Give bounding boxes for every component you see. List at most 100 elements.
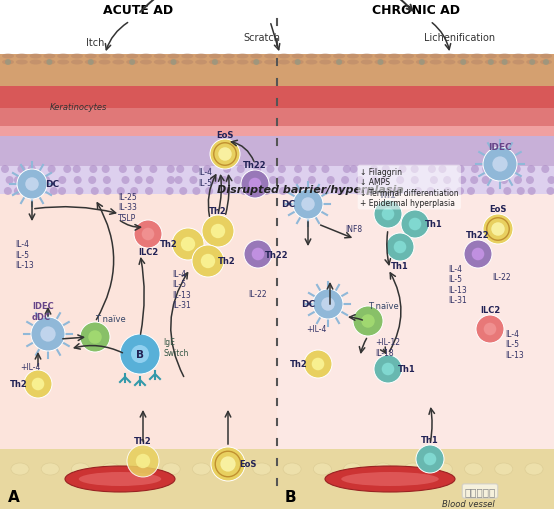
Ellipse shape — [341, 472, 439, 486]
Circle shape — [293, 177, 301, 185]
Ellipse shape — [305, 54, 317, 60]
Text: DC: DC — [281, 200, 295, 209]
Ellipse shape — [11, 463, 29, 475]
Text: EoS: EoS — [239, 460, 257, 469]
Circle shape — [220, 457, 235, 472]
Circle shape — [42, 177, 50, 185]
Ellipse shape — [71, 54, 83, 60]
Circle shape — [365, 188, 373, 195]
Circle shape — [121, 177, 130, 185]
Ellipse shape — [154, 54, 166, 60]
Text: EoS: EoS — [216, 131, 234, 140]
Circle shape — [398, 165, 407, 174]
Circle shape — [380, 177, 388, 185]
Ellipse shape — [525, 463, 543, 475]
Text: 凯莱英药闻: 凯莱英药闻 — [464, 486, 496, 496]
Circle shape — [297, 188, 306, 195]
Ellipse shape — [57, 61, 69, 65]
Circle shape — [301, 198, 315, 211]
Ellipse shape — [154, 61, 166, 65]
FancyBboxPatch shape — [0, 55, 554, 87]
Ellipse shape — [192, 463, 211, 475]
Circle shape — [310, 188, 318, 195]
Ellipse shape — [430, 61, 442, 65]
Circle shape — [244, 241, 272, 268]
Circle shape — [167, 165, 175, 174]
Circle shape — [135, 177, 142, 185]
FancyBboxPatch shape — [0, 87, 554, 109]
Circle shape — [483, 165, 490, 174]
Ellipse shape — [471, 54, 483, 60]
Circle shape — [464, 241, 492, 268]
Text: Th1: Th1 — [398, 365, 416, 374]
Circle shape — [514, 177, 522, 185]
Ellipse shape — [41, 463, 59, 475]
Circle shape — [14, 188, 22, 195]
FancyBboxPatch shape — [0, 449, 554, 509]
Circle shape — [484, 323, 496, 335]
Ellipse shape — [375, 61, 387, 65]
Ellipse shape — [485, 61, 497, 65]
Circle shape — [382, 363, 394, 376]
Circle shape — [374, 201, 402, 229]
Circle shape — [120, 334, 160, 374]
Text: Th22: Th22 — [466, 231, 490, 240]
Circle shape — [146, 177, 154, 185]
Circle shape — [32, 188, 40, 195]
Circle shape — [171, 60, 177, 66]
Text: IL-22: IL-22 — [248, 290, 266, 299]
Circle shape — [5, 60, 11, 66]
Ellipse shape — [195, 54, 207, 60]
Text: IL-4
IL-5
IL-13
IL-31: IL-4 IL-5 IL-13 IL-31 — [172, 269, 191, 309]
Ellipse shape — [181, 54, 193, 60]
Ellipse shape — [132, 463, 150, 475]
Circle shape — [134, 220, 162, 248]
Ellipse shape — [237, 54, 249, 60]
Circle shape — [444, 188, 452, 195]
Text: Lichenification: Lichenification — [424, 33, 496, 43]
Text: IL-4
IL-5
IL-13
IL-31: IL-4 IL-5 IL-13 IL-31 — [448, 264, 467, 304]
Ellipse shape — [292, 54, 304, 60]
Circle shape — [411, 177, 419, 185]
Circle shape — [150, 165, 157, 174]
Circle shape — [1, 165, 9, 174]
Circle shape — [327, 177, 335, 185]
Circle shape — [353, 306, 383, 336]
Ellipse shape — [140, 61, 152, 65]
Circle shape — [211, 447, 245, 481]
Text: IL-4
IL-5
IL-13: IL-4 IL-5 IL-13 — [505, 329, 524, 359]
Text: IDEC: IDEC — [488, 143, 512, 152]
Ellipse shape — [495, 463, 513, 475]
Circle shape — [541, 165, 549, 174]
Circle shape — [58, 188, 66, 195]
Circle shape — [416, 445, 444, 473]
Text: ACUTE AD: ACUTE AD — [103, 4, 173, 16]
Text: IL-25
IL-33
TSLP: IL-25 IL-33 TSLP — [118, 193, 137, 222]
Ellipse shape — [388, 54, 400, 60]
Text: Th2: Th2 — [209, 207, 227, 216]
Ellipse shape — [375, 54, 387, 60]
Circle shape — [4, 188, 12, 195]
Text: Th22: Th22 — [243, 161, 267, 170]
Ellipse shape — [333, 61, 345, 65]
FancyBboxPatch shape — [0, 194, 554, 449]
Circle shape — [218, 148, 232, 161]
Ellipse shape — [250, 61, 262, 65]
Circle shape — [17, 165, 25, 174]
Circle shape — [104, 188, 111, 195]
Circle shape — [175, 177, 183, 185]
Ellipse shape — [223, 61, 235, 65]
Circle shape — [374, 355, 402, 383]
Text: IDEC
dDC: IDEC dDC — [32, 302, 54, 321]
Circle shape — [460, 60, 466, 66]
Text: ↓ Filaggrin
↓ AMPS
↓ Terminal differentiation
+ Epidermal hyperplasia: ↓ Filaggrin ↓ AMPS ↓ Terminal differenti… — [360, 167, 459, 208]
Text: Th2: Th2 — [10, 380, 28, 389]
Ellipse shape — [526, 61, 538, 65]
Circle shape — [103, 177, 111, 185]
Circle shape — [254, 177, 263, 185]
Ellipse shape — [162, 463, 180, 475]
Ellipse shape — [499, 54, 511, 60]
Ellipse shape — [361, 54, 373, 60]
Circle shape — [547, 177, 554, 185]
Circle shape — [491, 223, 505, 236]
